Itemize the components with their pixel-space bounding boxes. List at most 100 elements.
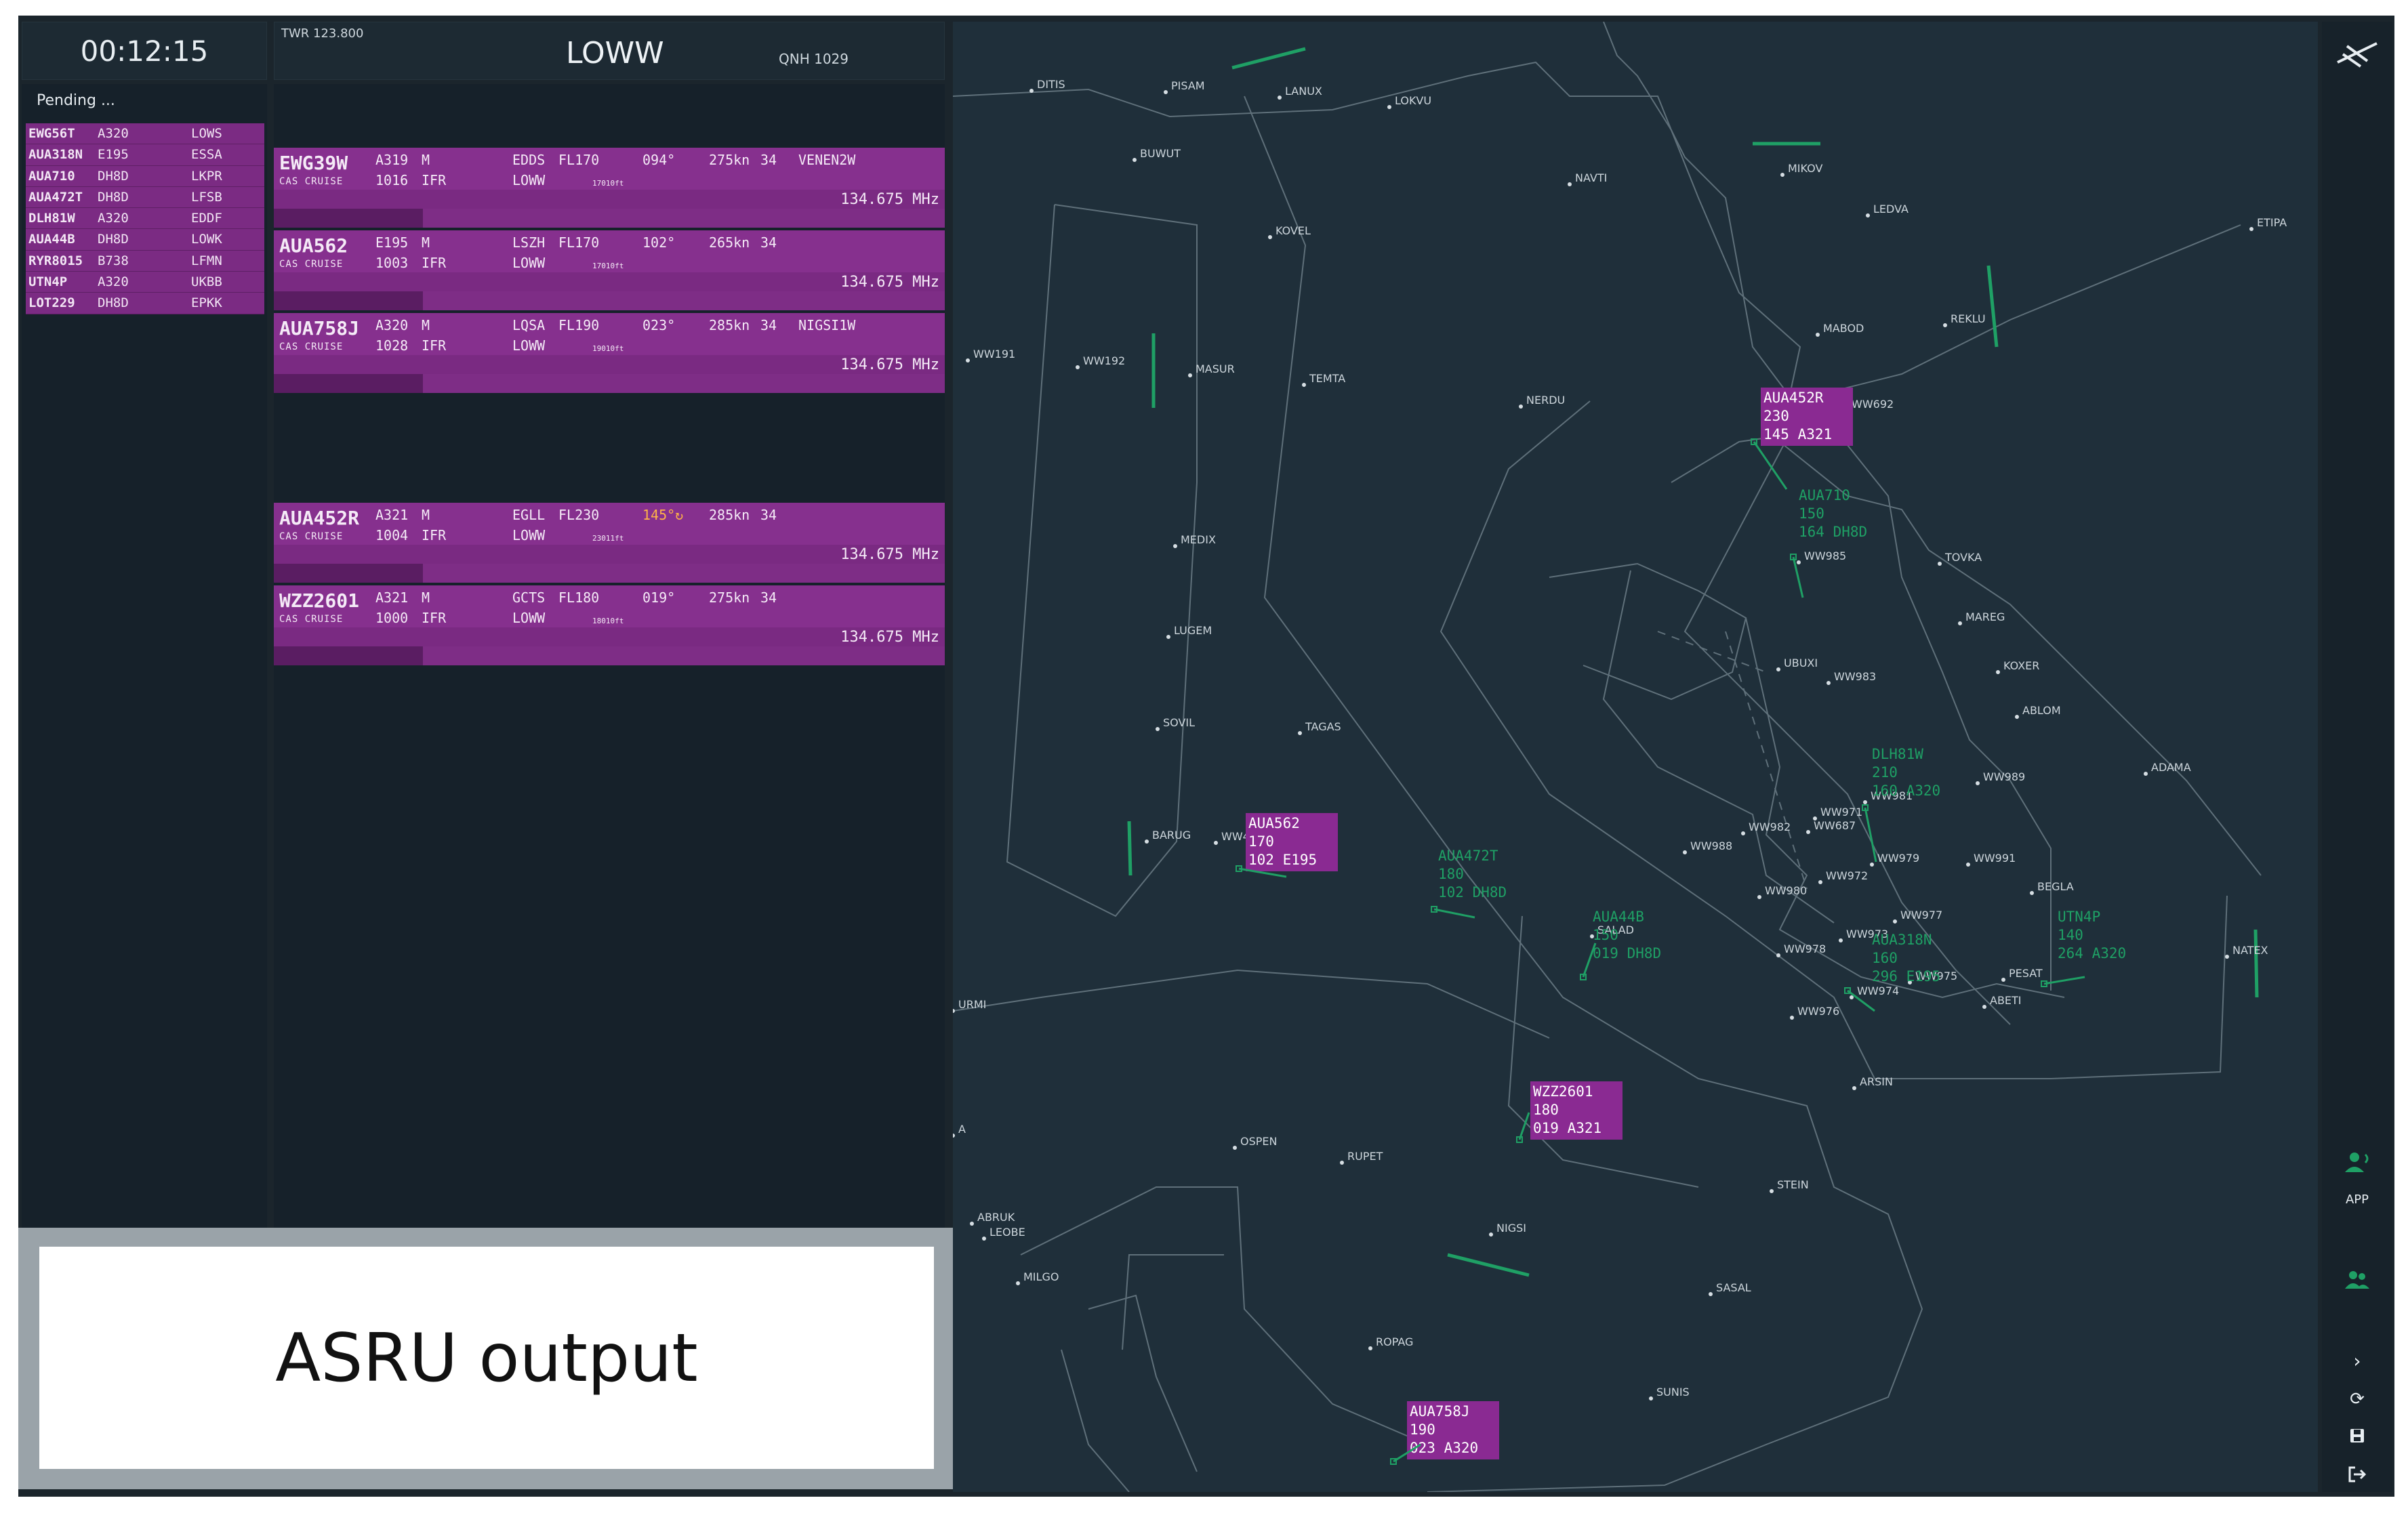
strip-flight-level[interactable]: FL230 bbox=[558, 507, 600, 523]
strip-route[interactable]: VENEN2W bbox=[798, 152, 856, 168]
strip-wake-category: M bbox=[422, 507, 430, 523]
controller-icon[interactable] bbox=[2322, 1150, 2392, 1178]
aircraft-position-symbol[interactable] bbox=[1431, 906, 1437, 913]
flight-strip[interactable]: AUA758J CAS CRUISE A320 M 1028 IFR LQSA FL190 LO… bbox=[274, 313, 945, 393]
pending-dest: UKBB bbox=[191, 274, 222, 290]
strip-callsign: WZZ2601 bbox=[279, 589, 360, 612]
strip-heading[interactable]: 145°↻ bbox=[642, 507, 684, 523]
waypoint-marker bbox=[2030, 891, 2034, 895]
waypoint-layer: DITIS PISAM LANUX LOKVU BUWUT NAVTI MIKOV LEDVA… bbox=[953, 78, 2287, 1400]
waypoint-marker bbox=[1850, 995, 1854, 999]
pending-type: A320 bbox=[98, 274, 129, 290]
aircraft-position-symbol[interactable] bbox=[1390, 1458, 1397, 1465]
pending-row[interactable]: AUA318N E195 ESSA bbox=[26, 144, 264, 166]
aircraft-label[interactable]: DLH81W 210 160 A320 bbox=[1862, 746, 1940, 863]
strip-speed[interactable]: 275kn bbox=[709, 152, 750, 168]
chevron-right-icon[interactable]: › bbox=[2353, 1350, 2361, 1372]
waypoint-marker bbox=[1709, 1292, 1713, 1296]
flight-strip[interactable]: AUA452R CAS CRUISE A321 M 1004 IFR EGLL FL230 LO… bbox=[274, 503, 945, 583]
aircraft-label-box bbox=[1246, 813, 1338, 871]
aircraft-label[interactable]: AUA758J 190 023 A320 bbox=[1390, 1401, 1499, 1465]
aircraft-position-symbol[interactable] bbox=[1844, 987, 1851, 994]
pending-row[interactable]: AUA472T DH8D LFSB bbox=[26, 186, 264, 209]
waypoint-label: MABOD bbox=[1823, 322, 1864, 335]
waypoint-marker bbox=[1958, 621, 1962, 625]
strip-band bbox=[274, 190, 945, 209]
waypoint: WW974 bbox=[1850, 984, 1899, 999]
waypoint-marker bbox=[1996, 670, 2000, 674]
waypoint-marker bbox=[2225, 955, 2229, 959]
aircraft-position-symbol[interactable] bbox=[2041, 980, 2047, 987]
strip-flight-level[interactable]: FL170 bbox=[558, 152, 600, 168]
aircraft-label[interactable]: AUA452R 230 145 A321 bbox=[1751, 388, 1853, 490]
waypoint-marker bbox=[2015, 715, 2019, 719]
strip-speed[interactable]: 275kn bbox=[709, 589, 750, 606]
aircraft-position-symbol[interactable] bbox=[1862, 804, 1869, 811]
aircraft-position-symbol[interactable] bbox=[1236, 865, 1242, 872]
waypoint-label: WW982 bbox=[1749, 821, 1791, 833]
radar-display[interactable]: DITIS PISAM LANUX LOKVU BUWUT NAVTI MIKOV LEDVA… bbox=[953, 22, 2318, 1492]
waypoint: RUPET bbox=[1340, 1150, 1383, 1165]
strip-speed[interactable]: 285kn bbox=[709, 317, 750, 333]
strip-heading[interactable]: 019° bbox=[642, 589, 676, 606]
waypoint-label: ARSIN bbox=[1860, 1075, 1893, 1088]
aircraft-label[interactable]: UTN4P 140 264 A320 bbox=[2041, 909, 2126, 987]
aircraft-label[interactable]: AUA44B 150 019 DH8D bbox=[1580, 909, 1661, 980]
strip-speed[interactable]: 285kn bbox=[709, 507, 750, 523]
radar-map[interactable]: DITIS PISAM LANUX LOKVU BUWUT NAVTI MIKOV LEDVA… bbox=[953, 22, 2318, 1492]
strip-speed[interactable]: 265kn bbox=[709, 234, 750, 251]
aircraft-label[interactable]: AUA710 150 164 DH8D bbox=[1790, 487, 1867, 598]
radar-mode-icon[interactable] bbox=[2322, 34, 2392, 77]
strip-route[interactable]: NIGSI1W bbox=[798, 317, 856, 333]
flight-strip[interactable]: WZZ2601 CAS CRUISE A321 M 1000 IFR GCTS FL180 LO… bbox=[274, 585, 945, 665]
strip-heading[interactable]: 094° bbox=[642, 152, 676, 168]
pending-row[interactable]: EWG56T A320 LOWS bbox=[26, 123, 264, 145]
logout-icon[interactable] bbox=[2322, 1465, 2392, 1487]
pending-row[interactable]: AUA44B DH8D LOWK bbox=[26, 229, 264, 251]
pending-row[interactable]: AUA710 DH8D LKPR bbox=[26, 165, 264, 187]
flight-strip[interactable]: EWG39W CAS CRUISE A319 M 1016 IFR EDDS FL170 LOW… bbox=[274, 148, 945, 228]
waypoint-label: WW971 bbox=[1820, 806, 1862, 818]
strip-band bbox=[274, 291, 423, 310]
aircraft-label-box bbox=[1407, 1401, 1499, 1459]
refresh-icon[interactable]: ⟳ bbox=[2350, 1389, 2365, 1409]
waypoint-marker bbox=[2249, 227, 2253, 231]
strip-destination: LOWW bbox=[512, 255, 546, 271]
waypoint-marker bbox=[2001, 978, 2005, 982]
aircraft-position-symbol[interactable] bbox=[1516, 1136, 1523, 1143]
aircraft-callsign: AUA472T bbox=[1438, 848, 1498, 864]
aircraft-speed-type: 145 A321 bbox=[1763, 426, 1832, 442]
strip-heading[interactable]: 102° bbox=[642, 234, 676, 251]
pending-row[interactable]: RYR8015 B738 LFMN bbox=[26, 250, 264, 272]
waypoint-marker bbox=[1827, 681, 1831, 685]
waypoint: WW979 bbox=[1870, 852, 1919, 867]
aircraft-label[interactable]: AUA562 170 102 E195 bbox=[1236, 813, 1338, 878]
strip-band bbox=[274, 355, 945, 374]
aircraft-label[interactable]: AUA472T 180 102 DH8D bbox=[1431, 848, 1507, 919]
aircraft-position-symbol[interactable] bbox=[1751, 438, 1757, 445]
app-label[interactable]: APP bbox=[2345, 1192, 2369, 1207]
waypoint-label: SALAD bbox=[1597, 923, 1634, 936]
pending-row[interactable]: DLH81W A320 EDDF bbox=[26, 208, 264, 230]
waypoint-label: NERDU bbox=[1526, 394, 1565, 407]
waypoint-label: WW983 bbox=[1834, 670, 1876, 683]
aircraft-callsign: AUA758J bbox=[1410, 1403, 1470, 1419]
flight-strip[interactable]: AUA562 CAS CRUISE E195 M 1003 IFR LSZH FL170 LOW… bbox=[274, 230, 945, 310]
strip-band bbox=[423, 646, 945, 665]
strip-flight-level[interactable]: FL190 bbox=[558, 317, 600, 333]
aircraft-label[interactable]: AUA318N 160 296 E195 bbox=[1844, 932, 1940, 1012]
pending-row[interactable]: UTN4P A320 UKBB bbox=[26, 272, 264, 293]
aircraft-position-symbol[interactable] bbox=[1790, 554, 1797, 560]
save-icon[interactable] bbox=[2322, 1427, 2392, 1447]
pending-row[interactable]: LOT229 DH8D EPKK bbox=[26, 293, 264, 314]
strip-flight-level[interactable]: FL180 bbox=[558, 589, 600, 606]
aircraft-label[interactable]: WZZ2601 180 019 A321 bbox=[1516, 1081, 1623, 1143]
strip-heading[interactable]: 023° bbox=[642, 317, 676, 333]
strip-flight-level[interactable]: FL170 bbox=[558, 234, 600, 251]
aircraft-position-symbol[interactable] bbox=[1580, 974, 1587, 980]
waypoint-marker bbox=[953, 1009, 955, 1013]
waypoint-marker bbox=[1029, 89, 1034, 93]
waypoint-label: ADAMA bbox=[2151, 761, 2191, 774]
users-icon[interactable] bbox=[2322, 1268, 2392, 1294]
waypoint: WW973 bbox=[1839, 928, 1888, 942]
